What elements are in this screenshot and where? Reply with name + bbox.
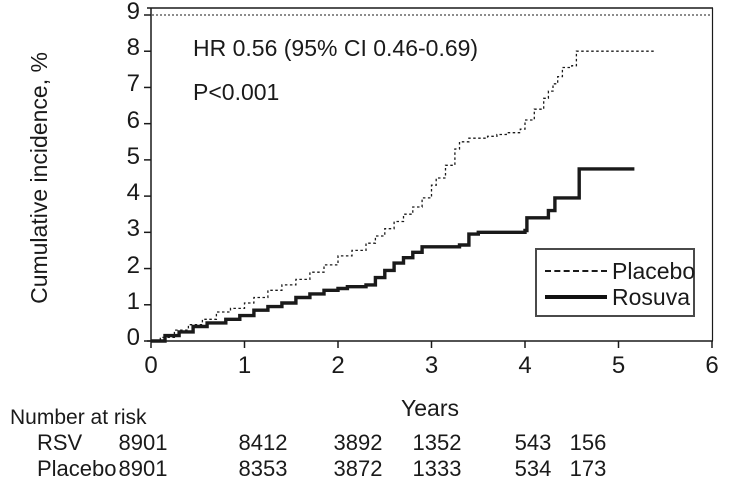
risk-value: 543 (514, 430, 552, 455)
x-tick-label: 1 (237, 352, 252, 379)
legend-label-placebo: Placebo (612, 257, 696, 284)
y-tick-label: 7 (126, 70, 140, 98)
risk-value: 8901 (118, 430, 168, 455)
y-tick-label: 5 (126, 142, 140, 170)
y-tick-label: 1 (126, 287, 140, 315)
x-tick-label: 3 (424, 352, 439, 379)
x-tick-label: 0 (144, 352, 158, 379)
x-tick-label: 6 (705, 352, 719, 379)
curve-rosuva (151, 167, 635, 343)
y-tick-label: 0 (126, 324, 140, 351)
axis-ticks (144, 14, 713, 348)
y-tick-label: 4 (126, 179, 140, 207)
risk-value: 156 (569, 430, 607, 455)
p-value-annotation: P<0.001 (193, 79, 280, 105)
y-tick-label: 9 (126, 0, 140, 25)
risk-value: 534 (514, 456, 552, 481)
legend-entry-placebo: Placebo (545, 258, 695, 284)
risk-row-label: Placebo (37, 456, 117, 481)
curve-placebo (151, 50, 656, 342)
dashed-line-sample-icon (545, 270, 607, 272)
x-tick-label: 4 (518, 352, 532, 379)
risk-value: 8353 (238, 456, 288, 481)
risk-value: 8901 (118, 456, 168, 481)
number-at-risk-title: Number at risk (10, 406, 147, 429)
risk-value: 3892 (333, 430, 383, 455)
y-axis-title: Cumulative incidence, % (26, 52, 52, 304)
chart-plot-area (144, 7, 714, 348)
solid-line-sample-icon (545, 295, 607, 299)
x-tick-label: 5 (611, 352, 626, 379)
risk-row-label: RSV (37, 430, 83, 455)
y-tick-label: 3 (126, 215, 140, 243)
x-axis-title: Years (401, 395, 459, 421)
risk-value: 1333 (412, 456, 462, 481)
risk-value: 173 (569, 456, 607, 481)
survival-curves (151, 50, 656, 343)
legend-label-rosuva: Rosuva (612, 283, 690, 310)
hazard-ratio-annotation: HR 0.56 (95% CI 0.46-0.69) (193, 35, 479, 61)
legend-entry-rosuva: Rosuva (545, 283, 690, 310)
y-tick-label: 8 (126, 34, 140, 62)
x-tick-label: 2 (331, 352, 345, 379)
risk-value: 3872 (333, 456, 383, 481)
y-tick-label: 2 (126, 251, 140, 279)
risk-value: 1352 (412, 430, 462, 455)
legend-box: Placebo Rosuva (535, 248, 695, 317)
y-tick-label: 6 (126, 106, 140, 134)
risk-value: 8412 (238, 430, 288, 455)
